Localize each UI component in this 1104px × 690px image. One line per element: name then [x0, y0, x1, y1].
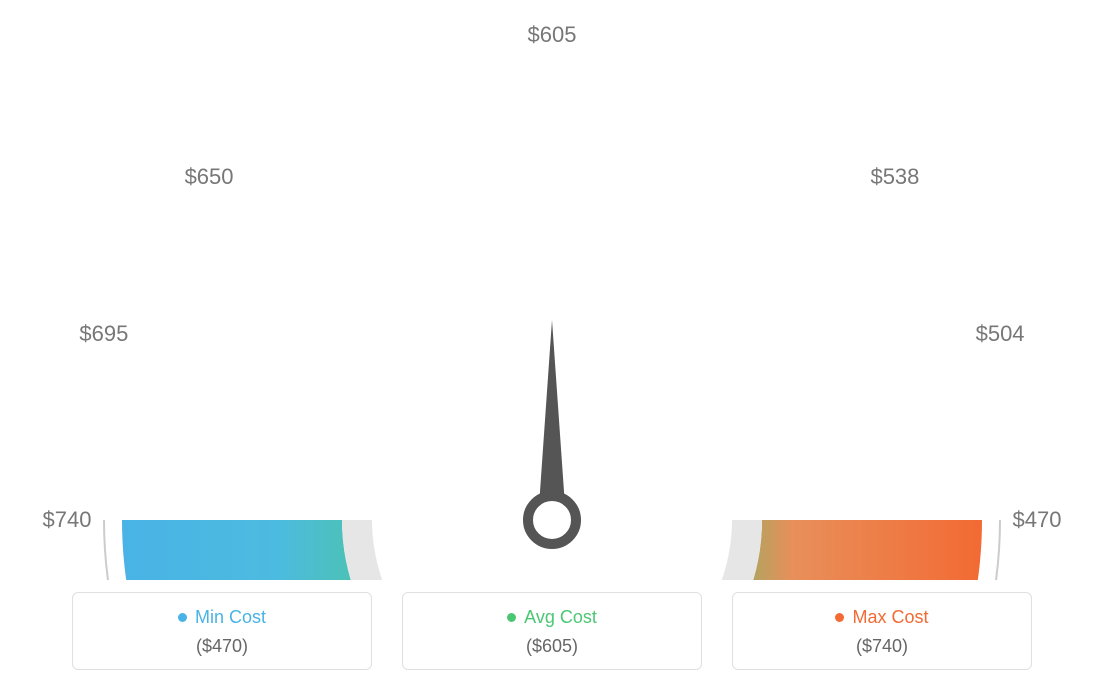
gauge-tick-label: $538: [870, 164, 919, 190]
gauge-tick-label: $740: [43, 507, 92, 533]
gauge-tick-label: $650: [185, 164, 234, 190]
legend-dot-max-icon: [835, 613, 844, 622]
legend-title-max: Max Cost: [835, 607, 928, 628]
legend-box-avg: Avg Cost ($605): [402, 592, 702, 670]
legend-row: Min Cost ($470) Avg Cost ($605) Max Cost…: [0, 592, 1104, 670]
legend-box-max: Max Cost ($740): [732, 592, 1032, 670]
gauge-svg: [0, 20, 1104, 580]
legend-value-avg: ($605): [403, 636, 701, 657]
gauge-chart: $470 $504 $538 $605 $650 $695 $740: [0, 0, 1104, 580]
legend-label-avg: Avg Cost: [524, 607, 597, 628]
legend-value-min: ($470): [73, 636, 371, 657]
legend-title-avg: Avg Cost: [507, 607, 597, 628]
legend-dot-avg-icon: [507, 613, 516, 622]
gauge-tick-label: $470: [1013, 507, 1062, 533]
legend-label-min: Min Cost: [195, 607, 266, 628]
legend-box-min: Min Cost ($470): [72, 592, 372, 670]
gauge-tick-label: $695: [79, 321, 128, 347]
legend-dot-min-icon: [178, 613, 187, 622]
legend-label-max: Max Cost: [852, 607, 928, 628]
gauge-tick-label: $605: [528, 22, 577, 48]
legend-title-min: Min Cost: [178, 607, 266, 628]
legend-value-max: ($740): [733, 636, 1031, 657]
gauge-tick-label: $504: [976, 321, 1025, 347]
